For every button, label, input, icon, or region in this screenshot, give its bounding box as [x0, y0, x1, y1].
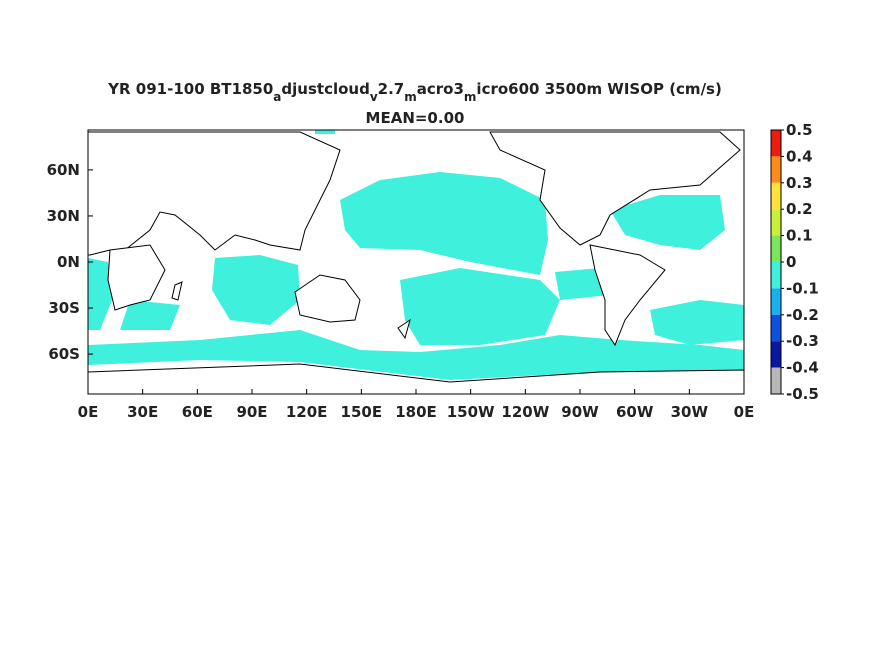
title-subscript: m — [464, 90, 477, 104]
colorbar-segment — [771, 130, 781, 157]
colorbar-segment — [771, 288, 781, 315]
colorbar-tick-label: 0.4 — [786, 147, 813, 165]
y-tick-label: 30S — [48, 299, 80, 317]
colorbar-tick-label: -0.2 — [786, 306, 819, 324]
axes: 0E 30E 60E 90E 120E 150E 180E 150W 120W 90W 60W 30W… — [47, 161, 755, 421]
x-tick-label: 30E — [127, 403, 158, 421]
colorbar-segment — [771, 341, 781, 368]
colorbar-segment — [771, 209, 781, 236]
y-tick-label: 60N — [47, 161, 80, 179]
x-tick-label: 60E — [182, 403, 213, 421]
x-tick-label: 60W — [616, 403, 654, 421]
x-tick-label: 150W — [447, 403, 495, 421]
title-part: 2.7 — [378, 80, 405, 98]
chart-title: YR 091-100 BT1850adjustcloudv2.7macro3mi… — [107, 80, 722, 104]
colorbar-tick-label: 0.3 — [786, 174, 813, 192]
y-tick-label: 60S — [48, 345, 80, 363]
x-tick-label: 30W — [671, 403, 709, 421]
x-tick-label: 150E — [341, 403, 383, 421]
x-tick-label: 120W — [501, 403, 549, 421]
title-part: icro600 3500m WISOP (cm/s) — [476, 80, 721, 98]
x-tick-label: 90E — [236, 403, 267, 421]
title-subscript: m — [404, 90, 417, 104]
colorbar-tick-label: -0.1 — [786, 279, 819, 297]
title-part: djustcloud — [281, 80, 369, 98]
colorbar-segment — [771, 367, 781, 394]
colorbar-tick-label: -0.5 — [786, 385, 819, 403]
colorbar-tick-label: 0.2 — [786, 200, 813, 218]
colorbar-tick-label: 0.5 — [786, 121, 813, 139]
coastlines — [87, 131, 745, 395]
y-tick-label: 30N — [47, 207, 80, 225]
colorbar-segment — [771, 314, 781, 342]
title-part: YR 091-100 BT1850 — [107, 80, 273, 98]
x-tick-label: 120E — [286, 403, 328, 421]
title-subscript: v — [370, 90, 378, 104]
title-subscript: a — [273, 90, 281, 104]
colorbar-tick-label: -0.4 — [786, 359, 819, 377]
x-tick-label: 0E — [734, 403, 755, 421]
x-tick-label: 90W — [561, 403, 599, 421]
colorbar-tick-label: 0 — [786, 253, 796, 271]
x-tick-label: 0E — [78, 403, 99, 421]
colorbar-segment — [771, 156, 781, 183]
x-tick-label: 180E — [395, 403, 437, 421]
colorbar-tick-label: 0.1 — [786, 227, 813, 245]
colorbar: 0.5 0.4 0.3 0.2 0.1 0 -0.1 -0.2 -0.3 -0.4 -0.5 — [770, 121, 819, 403]
colorbar-tick-label: -0.3 — [786, 332, 819, 350]
colorbar-segment — [771, 235, 781, 262]
ocean-field — [88, 130, 744, 380]
y-tick-label: 0N — [57, 253, 80, 271]
colorbar-segment — [771, 262, 781, 289]
colorbar-segment — [771, 182, 781, 210]
title-part: acro3 — [417, 80, 464, 98]
chart-subtitle: MEAN=0.00 — [366, 109, 465, 127]
